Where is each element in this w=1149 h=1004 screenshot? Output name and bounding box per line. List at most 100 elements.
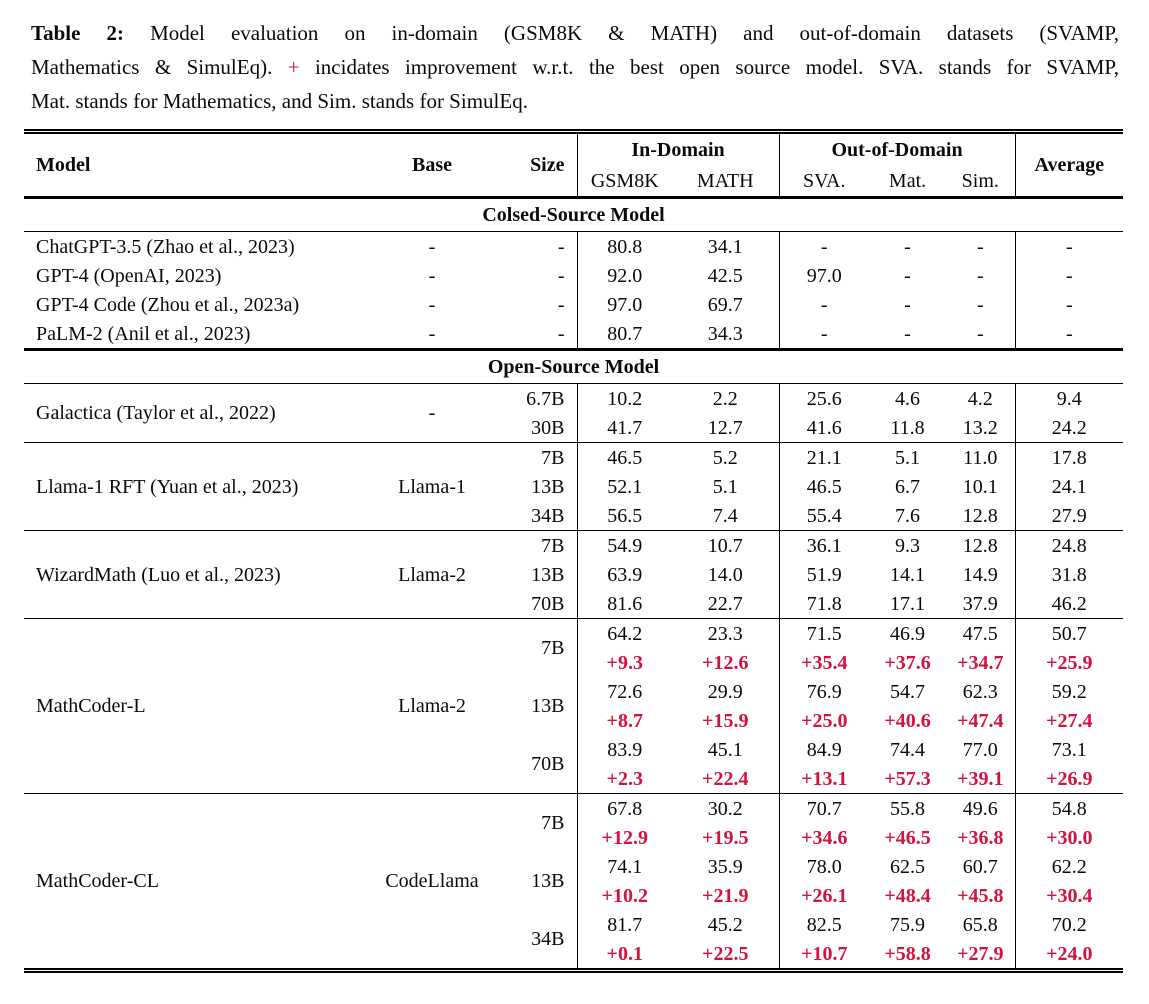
- improvement-cell: +24.0: [1046, 942, 1093, 965]
- value-cell: 60.7: [946, 852, 1016, 881]
- plus-symbol: +: [287, 55, 300, 79]
- model-name-cell: MathCoder-L: [24, 618, 354, 794]
- caption-text-2b: incidates improvement w.r.t. the best op…: [314, 55, 1119, 79]
- value-cell: 31.8: [1051, 563, 1087, 586]
- table-body: Colsed-Source Model ChatGPT-3.5 (Zhao et …: [24, 196, 1124, 968]
- results-table-frame: Model Base Size In-Domain Out-of-Domain …: [24, 129, 1124, 973]
- improvement-cell: +19.5: [672, 823, 780, 852]
- value-cell: 84.9: [806, 738, 842, 761]
- size-cell: 7B: [510, 530, 578, 560]
- size-cell: -: [510, 290, 578, 319]
- value-cell: 75.9: [890, 913, 926, 936]
- value-cell: 67.8: [577, 793, 672, 823]
- value-cell: 37.9: [946, 589, 1016, 619]
- value-cell: 80.7: [607, 322, 643, 345]
- improvement-cell: +12.9: [601, 826, 648, 849]
- improvement-cell: +25.9: [1046, 651, 1093, 674]
- value-cell: -: [1065, 293, 1073, 316]
- improvement-cell: +21.9: [672, 881, 780, 910]
- value-cell: 65.8: [946, 910, 1016, 939]
- value-cell: -: [1065, 264, 1073, 287]
- value-cell: 22.7: [672, 589, 780, 619]
- improvement-cell: +45.8: [946, 881, 1016, 910]
- value-cell: -: [904, 293, 911, 316]
- size-cell: -: [510, 231, 578, 261]
- value-cell: -: [946, 290, 1016, 319]
- table-row: GPT-4 (OpenAI, 2023) - - 92.0 42.5 97.0 - - -: [24, 261, 1123, 290]
- value-cell: 52.1: [607, 475, 643, 498]
- value-cell: 46.9: [869, 618, 947, 648]
- size-cell: 6.7B: [510, 383, 578, 413]
- improvement-cell: +26.1: [801, 884, 848, 907]
- caption-label: Table 2:: [31, 21, 124, 45]
- value-cell: 70.2: [1051, 913, 1087, 936]
- value-cell: 72.6: [607, 680, 643, 703]
- value-cell: 17.8: [1015, 442, 1124, 472]
- value-cell: -: [1065, 235, 1073, 258]
- value-cell: 77.0: [946, 735, 1016, 764]
- size-cell: 13B: [510, 472, 578, 501]
- size-cell: 7B: [510, 618, 578, 677]
- value-cell: 54.8: [1015, 793, 1124, 823]
- value-cell: 81.7: [607, 913, 643, 936]
- col-header-sim: Sim.: [946, 165, 1016, 198]
- col-header-in-domain: In-Domain: [577, 134, 780, 165]
- improvement-cell: +8.7: [606, 709, 643, 732]
- improvement-row: +8.7 +15.9 +25.0 +40.6 +47.4 +27.4: [24, 706, 1123, 735]
- value-cell: 35.9: [672, 852, 780, 881]
- value-cell: 41.6: [806, 416, 842, 439]
- col-header-sva: SVA.: [803, 169, 846, 192]
- improvement-cell: +15.9: [672, 706, 780, 735]
- value-cell: -: [820, 293, 828, 316]
- value-cell: 64.2: [577, 618, 672, 648]
- table-caption: Table 2: Model evaluation on in-domain (…: [31, 16, 1119, 118]
- value-cell: 71.5: [779, 618, 870, 648]
- value-cell: 10.1: [946, 472, 1016, 501]
- base-model-cell: Llama-2: [354, 530, 510, 619]
- value-cell: 45.2: [672, 910, 780, 939]
- value-cell: 62.5: [890, 855, 926, 878]
- value-cell: 25.6: [806, 387, 842, 410]
- value-cell: 7.6: [895, 504, 921, 527]
- improvement-cell: +9.3: [606, 651, 643, 674]
- base-model-cell: CodeLlama: [354, 793, 510, 968]
- improvement-cell: +27.9: [946, 939, 1016, 968]
- base-model-cell: -: [428, 293, 436, 316]
- improvement-cell: +58.8: [884, 942, 931, 965]
- model-name-cell: MathCoder-CL: [24, 793, 354, 968]
- value-cell: 4.6: [895, 387, 921, 410]
- value-cell: 74.1: [607, 855, 643, 878]
- improvement-cell: +22.5: [672, 939, 780, 968]
- size-cell: -: [510, 319, 578, 350]
- table-row: 34B 81.7 45.2 82.5 75.9 65.8 70.2: [24, 910, 1123, 968]
- value-cell: 55.8: [869, 793, 947, 823]
- col-header-model: Model: [36, 154, 91, 176]
- base-model-cell: Llama-2: [354, 618, 510, 794]
- value-cell: 5.2: [672, 442, 780, 472]
- caption-text-1: Model evaluation on in-domain (GSM8K & M…: [150, 21, 1120, 45]
- improvement-cell: +46.5: [884, 826, 931, 849]
- table-row: MathCoder-CL CodeLlama 7B 67.8 30.2 70.7 55.8 4…: [24, 793, 1124, 968]
- improvement-cell: +30.4: [1046, 884, 1093, 907]
- table-row: 13B 52.1 5.1 46.5 6.7 10.1 24.1: [24, 472, 1123, 501]
- improvement-cell: +30.0: [1046, 826, 1093, 849]
- improvement-cell: +2.3: [606, 767, 643, 790]
- value-cell: 41.7: [607, 416, 643, 439]
- improvement-cell: +40.6: [884, 709, 931, 732]
- value-cell: 59.2: [1051, 680, 1087, 703]
- col-header-size: Size: [510, 134, 578, 198]
- value-cell: 14.1: [890, 563, 926, 586]
- model-name-cell: ChatGPT-3.5 (Zhao et al., 2023): [36, 235, 295, 258]
- size-cell: 30B: [510, 413, 578, 443]
- value-cell: 27.9: [1051, 504, 1087, 527]
- value-cell: 82.5: [806, 913, 842, 936]
- model-name-cell: GPT-4 Code (Zhou et al., 2023a): [36, 293, 300, 316]
- col-header-math: MATH: [672, 165, 780, 198]
- improvement-cell: +10.2: [601, 884, 648, 907]
- model-name-cell: GPT-4 (OpenAI, 2023): [36, 264, 222, 287]
- improvement-cell: +22.4: [672, 764, 780, 794]
- value-cell: 62.3: [946, 677, 1016, 706]
- table-row: 13B 72.6 29.9 76.9 54.7 62.3 59.2: [24, 677, 1123, 735]
- value-cell: -: [904, 235, 911, 258]
